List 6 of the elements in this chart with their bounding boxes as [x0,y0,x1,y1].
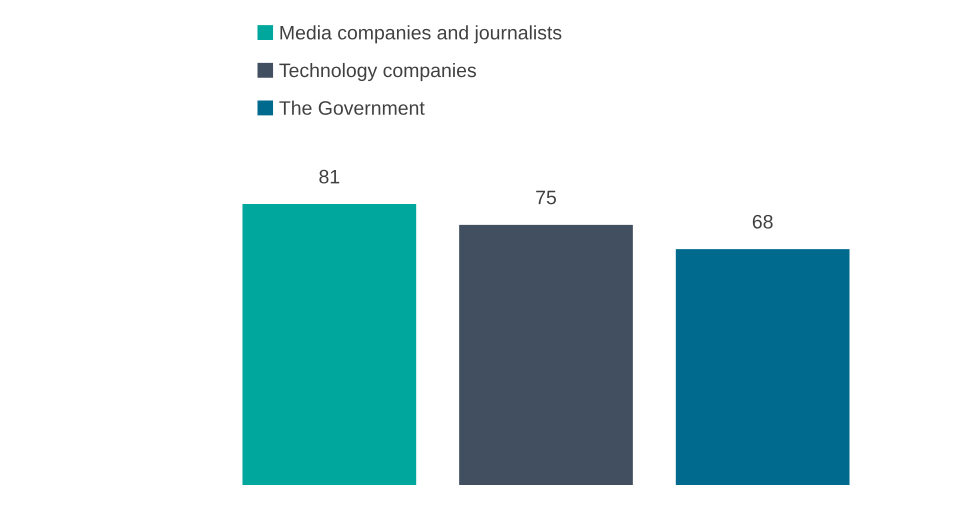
data-label: 81 [319,170,340,184]
legend-label: Technology companies [279,62,476,82]
data-label: 75 [536,190,556,204]
legend-label: Media companies and journalists [280,25,562,44]
data-label: 68 [752,214,773,229]
legend-label: The Government [279,100,425,115]
